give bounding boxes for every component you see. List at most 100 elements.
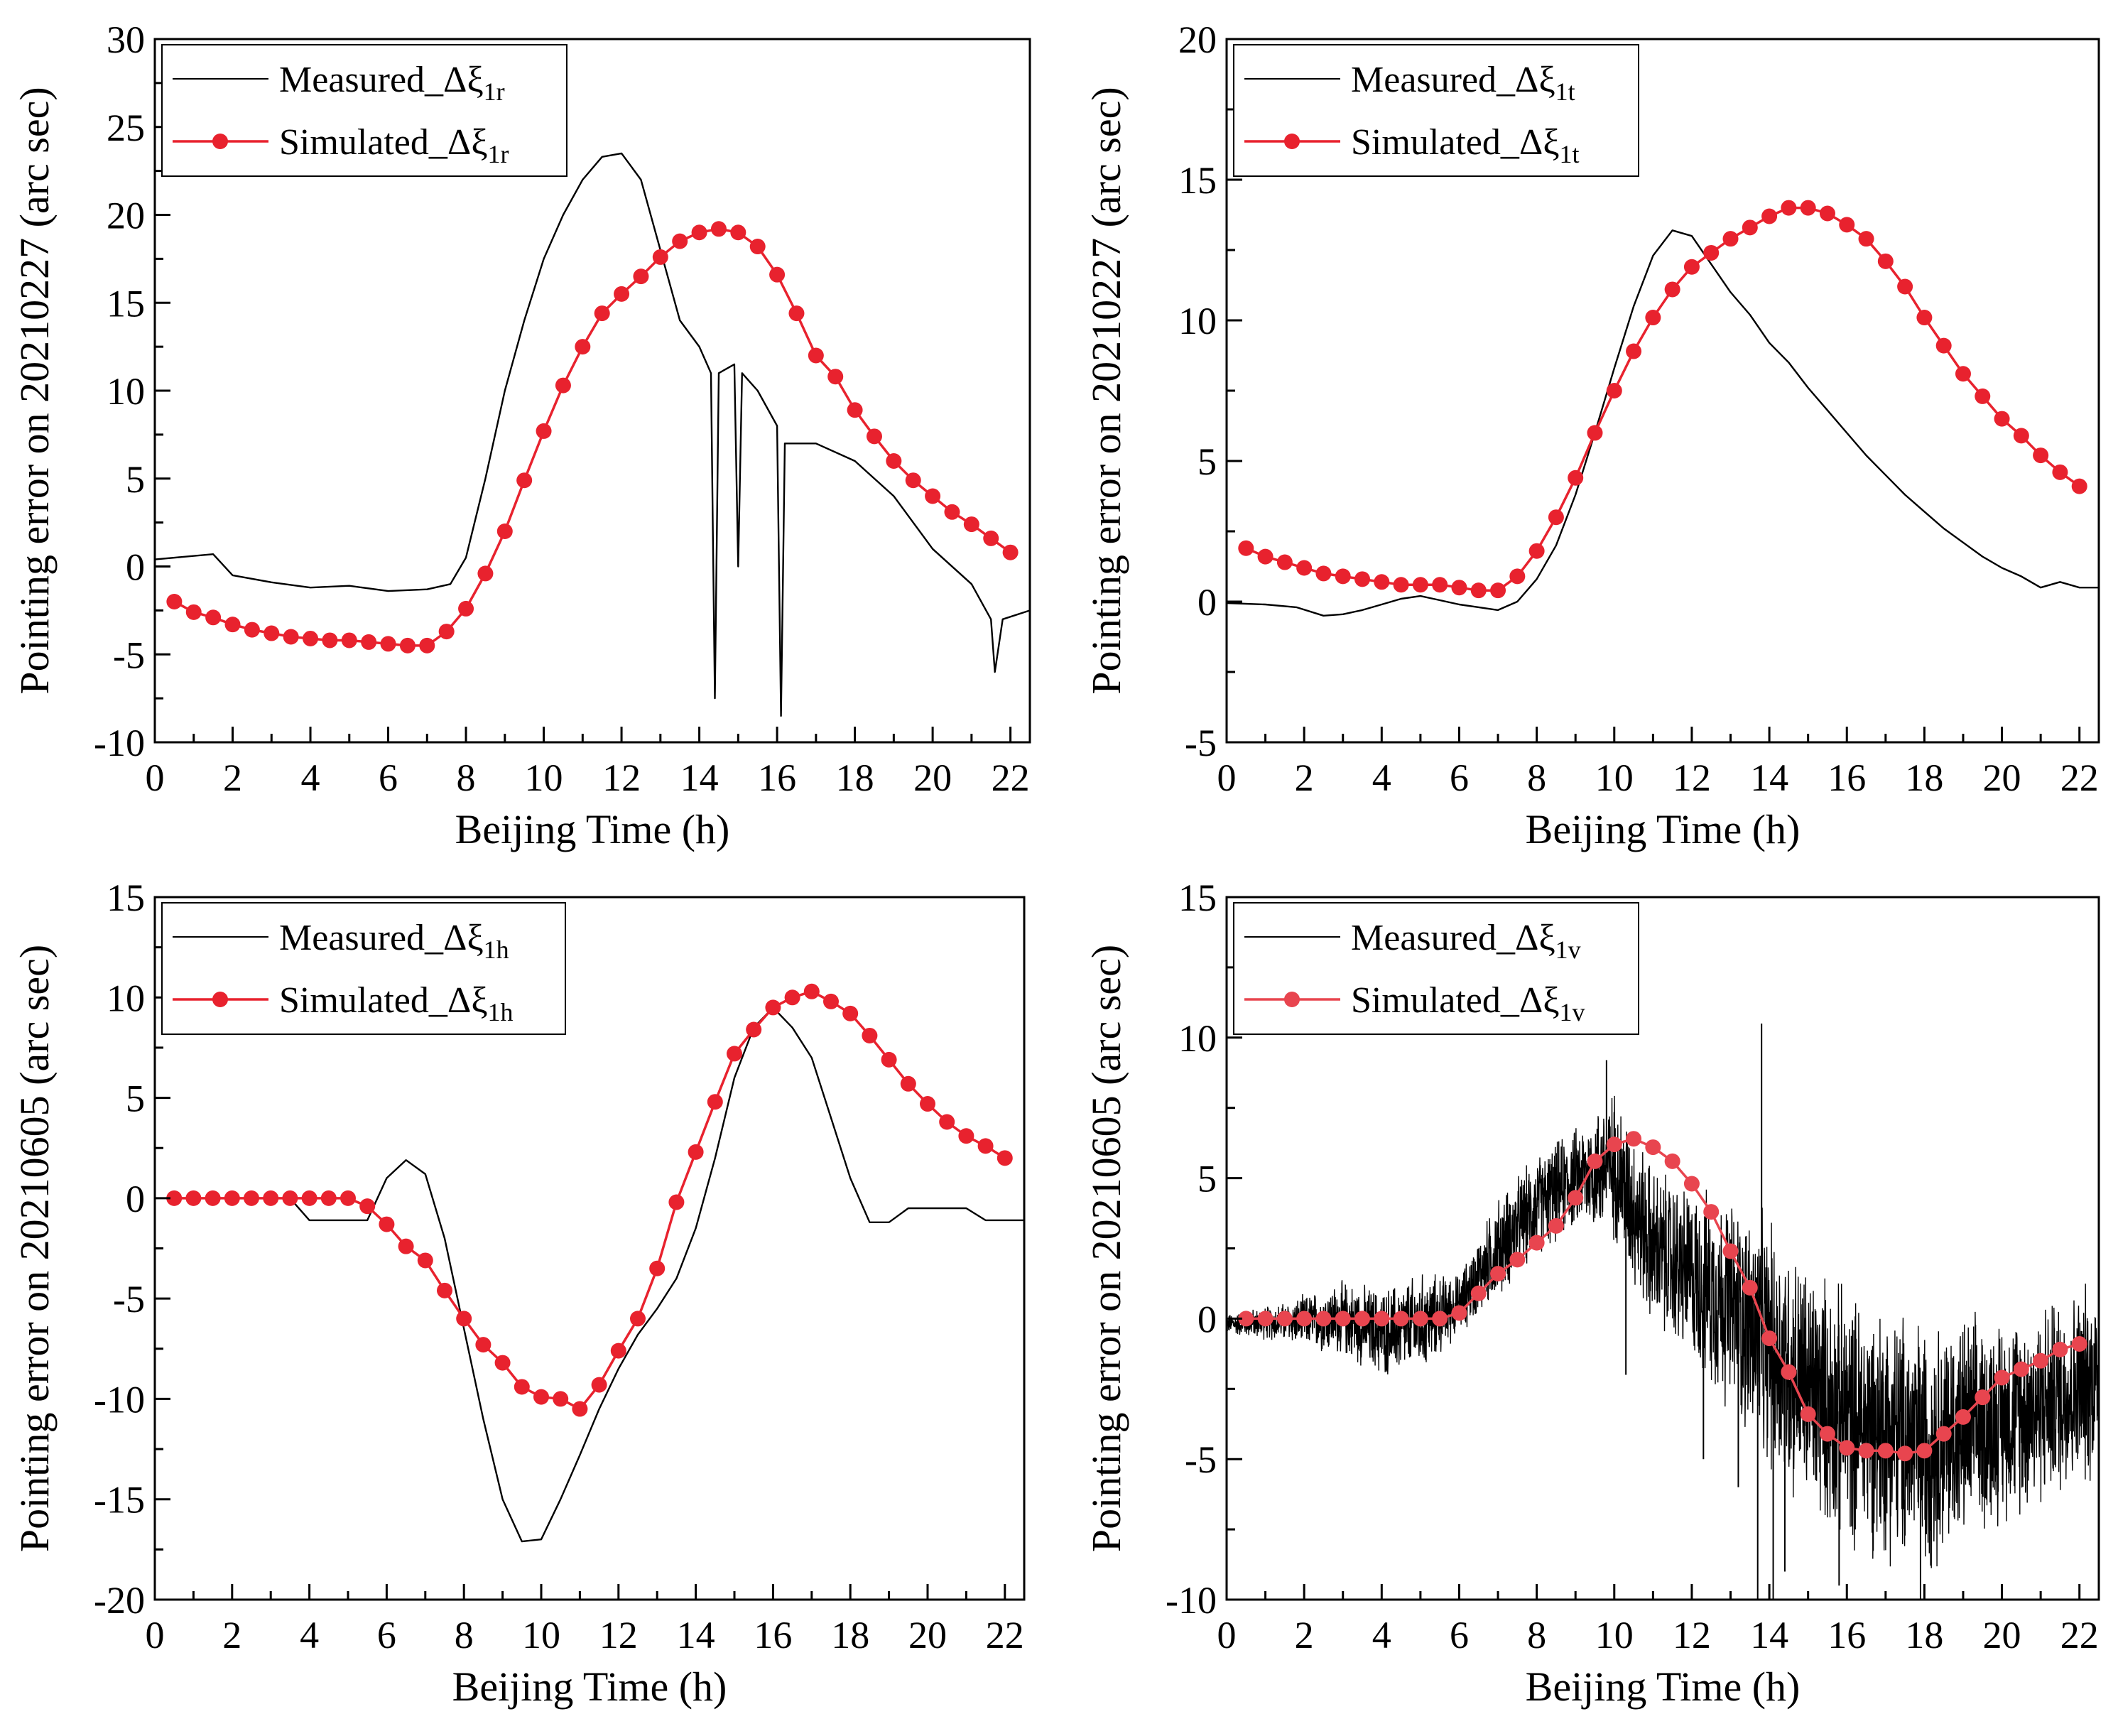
y-tick-label: -10 <box>94 1378 145 1421</box>
simulated-point <box>1955 366 1971 382</box>
simulated-point <box>1568 470 1584 486</box>
chart-panel-3: 0 2 4 6 8 10 12 14 16 18 20 22 -20 -15 -10 -5 0 5 10 15 Beij… <box>11 877 1026 1710</box>
simulated-point <box>633 268 649 285</box>
simulated-point <box>2013 428 2029 444</box>
simulated-point <box>688 1144 704 1160</box>
x-tick-label: 14 <box>1750 1614 1788 1656</box>
simulated-point <box>437 1282 452 1298</box>
x-tick-label: 20 <box>908 1614 947 1656</box>
y-tick-label: 20 <box>1178 18 1217 61</box>
simulated-point <box>359 1198 376 1215</box>
x-axis-label: Beijing Time (h) <box>452 1664 727 1710</box>
simulated-point <box>1839 1440 1855 1456</box>
simulated-point <box>996 1150 1013 1166</box>
simulated-point <box>1335 568 1351 585</box>
x-tick-label: 4 <box>300 1614 319 1656</box>
simulated-point <box>672 233 688 249</box>
simulated-point <box>1955 1409 1971 1425</box>
x-tick-label: 2 <box>1295 1614 1314 1656</box>
simulated-point <box>1781 200 1797 216</box>
y-tick-label: 5 <box>126 1078 145 1120</box>
y-tick-label: 5 <box>1198 1158 1217 1200</box>
x-tick-label: 16 <box>754 1614 792 1656</box>
x-tick-label: 10 <box>1595 756 1634 799</box>
simulated-point <box>458 600 474 617</box>
y-tick-label: 30 <box>107 18 145 61</box>
y-tick-label: 10 <box>107 977 145 1019</box>
y-tick-label: 5 <box>1198 440 1217 483</box>
simulated-point <box>456 1311 472 1327</box>
x-tick-label: 4 <box>1372 1614 1391 1656</box>
simulated-point <box>1374 574 1390 590</box>
x-tick-label: 16 <box>758 756 796 799</box>
y-tick-label: 15 <box>107 877 145 919</box>
y-tick-label: -10 <box>1166 1579 1217 1622</box>
simulated-point <box>2033 447 2049 464</box>
simulated-point <box>1276 1311 1293 1327</box>
y-tick-label: -5 <box>113 634 145 676</box>
legend-label-symbol: _Δξ <box>428 980 488 1021</box>
simulated-point <box>862 1027 878 1043</box>
x-tick-label: 8 <box>457 756 476 799</box>
simulated-point <box>900 1075 916 1092</box>
simulated-point <box>1975 388 1991 404</box>
simulated-point <box>1800 1406 1816 1422</box>
y-tick-label: 0 <box>1198 1298 1217 1340</box>
simulated-point <box>1238 1311 1254 1327</box>
simulated-point <box>1897 278 1913 295</box>
simulated-point <box>166 594 183 609</box>
x-tick-label: 10 <box>525 756 563 799</box>
legend-label-subscript: 1t <box>1560 140 1580 168</box>
simulated-point <box>1935 337 1952 354</box>
simulated-point <box>1781 1364 1797 1380</box>
simulated-point <box>1335 1311 1351 1327</box>
simulated-point <box>1606 383 1622 398</box>
simulated-point <box>1354 1311 1371 1327</box>
legend-label: Simulated_Δξ1t <box>1351 122 1580 168</box>
simulated-point <box>572 1401 588 1417</box>
simulated-point <box>2052 1341 2068 1357</box>
x-tick-label: 8 <box>455 1614 474 1656</box>
x-tick-label: 20 <box>913 756 952 799</box>
simulated-point <box>1761 1330 1778 1347</box>
simulated-point <box>591 1377 607 1393</box>
simulated-point <box>1451 1305 1467 1321</box>
y-tick-label: -15 <box>94 1479 145 1521</box>
simulated-point <box>727 1046 742 1062</box>
simulated-point <box>320 1190 337 1206</box>
legend-label: Measured_Δξ1h <box>279 918 509 964</box>
simulated-point <box>1683 259 1700 275</box>
simulated-point <box>322 632 338 649</box>
x-tick-label: 4 <box>1372 756 1391 799</box>
simulated-point <box>2033 1352 2049 1369</box>
legend-marker-simulated <box>212 134 228 149</box>
chart-panel-4: 0 2 4 6 8 10 12 14 16 18 20 22 -10 -5 0 5 10 15 Beijing Ti… <box>1083 877 2100 1710</box>
legend-box <box>161 902 566 1035</box>
simulated-point <box>1296 1311 1313 1327</box>
legend-label-symbol: _Δξ <box>1496 60 1555 100</box>
x-tick-label: 2 <box>1295 756 1314 799</box>
simulated-point <box>398 1238 414 1254</box>
simulated-point <box>1916 310 1933 326</box>
x-tick-label: 20 <box>1983 1614 2021 1656</box>
x-tick-label: 16 <box>1828 1614 1866 1656</box>
simulated-point <box>1703 1204 1720 1220</box>
x-axis-label: Beijing Time (h) <box>1526 1664 1801 1710</box>
simulated-point <box>244 1190 259 1206</box>
y-tick-label: 15 <box>1178 159 1217 202</box>
simulated-point <box>630 1311 646 1327</box>
y-tick-label: -5 <box>113 1278 145 1320</box>
simulated-point <box>730 224 746 241</box>
simulated-point <box>264 625 280 641</box>
y-tick-label: 25 <box>107 107 145 149</box>
simulated-point <box>707 1094 723 1110</box>
simulated-point <box>1315 565 1332 582</box>
simulated-point <box>1568 1190 1584 1206</box>
simulated-point <box>983 530 999 546</box>
x-tick-label: 6 <box>1450 1614 1469 1656</box>
x-tick-label: 12 <box>1673 756 1711 799</box>
plot-area <box>1227 200 2099 617</box>
simulated-point <box>1257 548 1273 565</box>
simulated-point <box>475 1337 492 1353</box>
